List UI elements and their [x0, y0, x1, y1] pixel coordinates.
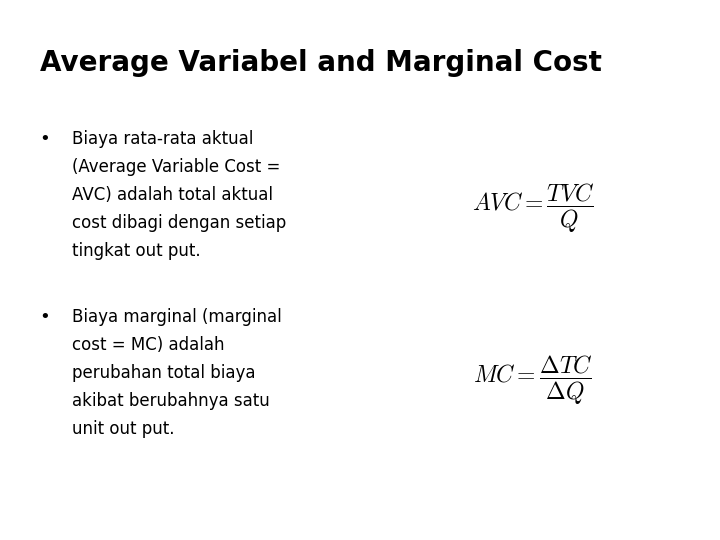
Text: Biaya marginal (marginal: Biaya marginal (marginal	[72, 308, 282, 326]
Text: Biaya rata-rata aktual: Biaya rata-rata aktual	[72, 130, 253, 147]
Text: •: •	[40, 308, 50, 326]
Text: unit out put.: unit out put.	[72, 420, 174, 438]
Text: Average Variabel and Marginal Cost: Average Variabel and Marginal Cost	[40, 49, 601, 77]
Text: $AVC = \dfrac{TVC}{Q}$: $AVC = \dfrac{TVC}{Q}$	[472, 181, 594, 234]
Text: AVC) adalah total aktual: AVC) adalah total aktual	[72, 186, 273, 204]
Text: •: •	[40, 130, 50, 147]
Text: perubahan total biaya: perubahan total biaya	[72, 364, 256, 382]
Text: tingkat out put.: tingkat out put.	[72, 242, 201, 260]
Text: $MC = \dfrac{\Delta TC}{\Delta Q}$: $MC = \dfrac{\Delta TC}{\Delta Q}$	[473, 354, 593, 407]
Text: (Average Variable Cost =: (Average Variable Cost =	[72, 158, 280, 176]
Text: akibat berubahnya satu: akibat berubahnya satu	[72, 392, 270, 410]
Text: cost dibagi dengan setiap: cost dibagi dengan setiap	[72, 214, 287, 232]
Text: cost = MC) adalah: cost = MC) adalah	[72, 336, 225, 354]
